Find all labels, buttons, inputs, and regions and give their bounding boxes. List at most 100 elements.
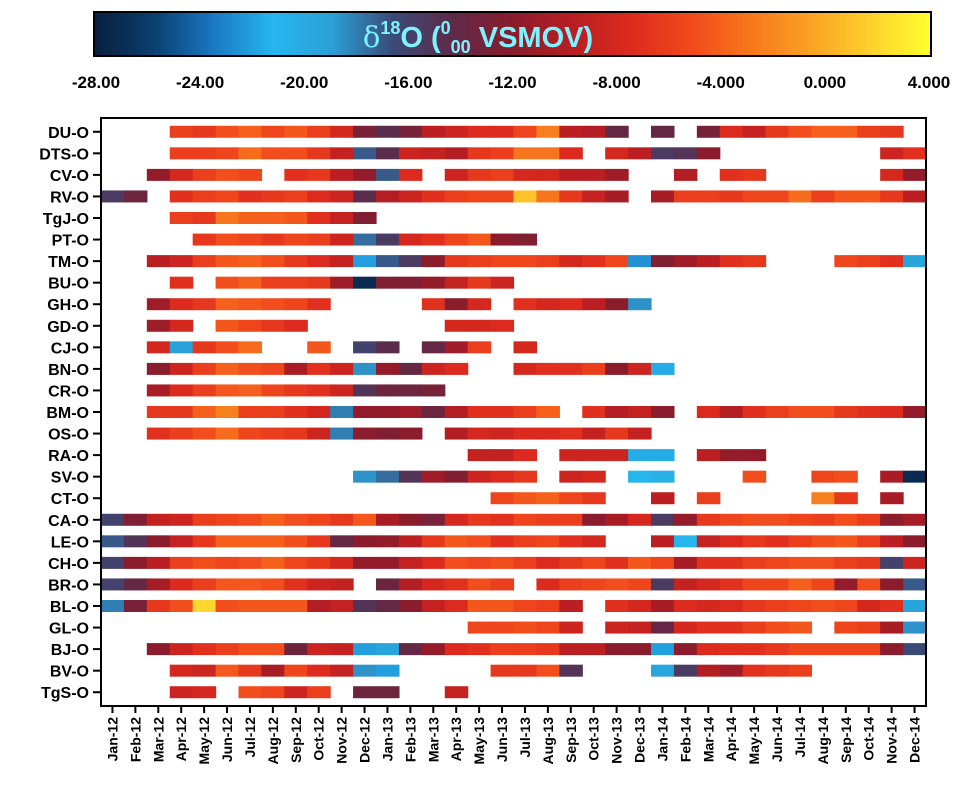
heatmap-cell: [284, 513, 308, 526]
heatmap-cell: [857, 643, 881, 656]
heatmap-cell: [628, 298, 652, 311]
heatmap-cell: [444, 319, 469, 332]
heatmap-cell: [421, 233, 446, 246]
heatmap-cell: [536, 125, 560, 138]
heatmap-cell: [788, 643, 813, 656]
heatmap-cell: [582, 168, 606, 181]
heatmap-cell: [696, 578, 721, 591]
heatmap-cell: [742, 621, 767, 634]
heatmap-cell: [788, 578, 813, 591]
heatmap-cell: [284, 125, 308, 138]
heatmap-cell: [169, 212, 194, 224]
heatmap-cell: [146, 255, 171, 268]
heatmap-cell: [788, 513, 813, 526]
heatmap-cell: [307, 535, 331, 548]
heatmap-cell: [696, 125, 721, 138]
heatmap-cell: [261, 298, 285, 311]
heatmap-cell: [376, 276, 400, 289]
heatmap-cell: [169, 556, 194, 569]
heatmap-cell: [605, 406, 629, 418]
heatmap-cell: [215, 190, 240, 203]
heatmap-cell: [215, 233, 240, 246]
heatmap-cell: [834, 556, 858, 569]
heatmap-cell: [261, 384, 285, 397]
heatmap-cell: [353, 535, 377, 548]
heatmap-cell: [192, 535, 217, 548]
heatmap-cell: [559, 643, 583, 656]
heatmap-cell: [903, 600, 927, 612]
heatmap-cell: [330, 147, 354, 160]
heatmap-cell: [696, 664, 721, 677]
heatmap-cell: [788, 621, 813, 634]
heatmap-cell: [398, 147, 423, 160]
heatmap-cell: [421, 362, 446, 375]
heatmap-cell: [421, 276, 446, 289]
heatmap-cell: [353, 600, 377, 612]
heatmap-cell: [673, 535, 698, 548]
heatmap-cell: [215, 664, 240, 677]
x-axis: Jan-12 Feb-12 Mar-12 Apr-12 May-12 Jun-12 Jul-…: [104, 706, 923, 764]
y-tick-label: BL-O: [50, 599, 89, 616]
heatmap-cell: [169, 578, 194, 591]
heatmap-cell: [742, 190, 767, 203]
heatmap-cell: [628, 362, 652, 375]
heatmap-cell: [169, 427, 194, 440]
colorbar-title: δ18O (000 VSMOV): [363, 18, 593, 57]
heatmap-cell: [903, 406, 927, 418]
heatmap-cell: [811, 190, 835, 203]
heatmap-cell: [696, 190, 721, 203]
heatmap-cell: [857, 190, 881, 203]
heatmap-cell: [765, 190, 790, 203]
heatmap-cell: [215, 427, 240, 440]
heatmap-cell: [673, 168, 698, 181]
heatmap-cell: [651, 470, 675, 483]
heatmap-cell: [811, 492, 835, 505]
heatmap-cell: [903, 190, 927, 203]
heatmap-cell: [696, 643, 721, 656]
x-tick-label: Apr-12: [173, 717, 189, 762]
heatmap-cell: [376, 147, 400, 160]
heatmap-cell: [261, 535, 285, 548]
heatmap-cell: [673, 643, 698, 656]
x-tick-label: Sep-12: [288, 717, 304, 763]
heatmap-cell: [444, 513, 469, 526]
heatmap-cell: [513, 492, 538, 505]
heatmap-cell: [421, 643, 446, 656]
heatmap-cell: [673, 621, 698, 634]
heatmap-cell: [628, 427, 652, 440]
heatmap-cell: [353, 362, 377, 375]
heatmap-cell: [788, 125, 813, 138]
heatmap-cell: [192, 643, 217, 656]
heatmap-cell: [605, 362, 629, 375]
heatmap-cell: [330, 406, 354, 418]
title-delta: δ: [363, 20, 380, 54]
heatmap-cell: [811, 406, 835, 418]
heatmap-cell: [834, 190, 858, 203]
heatmap-cell: [146, 535, 171, 548]
heatmap-cell: [261, 233, 285, 246]
heatmap-cell: [490, 427, 515, 440]
heatmap-cell: [467, 233, 492, 246]
x-tick-label: Apr-14: [723, 717, 739, 762]
heatmap-cell: [467, 406, 492, 418]
heatmap-cell: [421, 255, 446, 268]
heatmap-cell: [719, 449, 744, 462]
heatmap-cell: [719, 664, 744, 677]
heatmap-cell: [353, 212, 377, 224]
heatmap-cell: [605, 147, 629, 160]
heatmap-cell: [536, 492, 560, 505]
heatmap-cell: [192, 168, 217, 181]
heatmap-cell: [421, 298, 446, 311]
heatmap-cell: [765, 643, 790, 656]
heatmap-cell: [238, 362, 263, 375]
colorbar-tick-label: -4.000: [697, 73, 745, 92]
heatmap-cell: [834, 643, 858, 656]
heatmap-cell: [330, 384, 354, 397]
heatmap-cell: [284, 384, 308, 397]
heatmap-cell: [376, 686, 400, 699]
heatmap-cell: [169, 664, 194, 677]
heatmap-cell: [444, 600, 469, 612]
heatmap-cell: [742, 664, 767, 677]
heatmap-cell: [421, 535, 446, 548]
heatmap-cell: [146, 643, 171, 656]
